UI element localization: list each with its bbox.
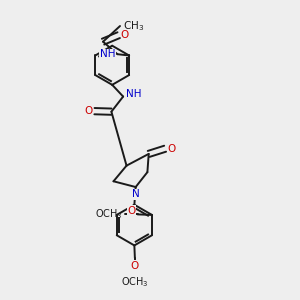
Text: O: O — [168, 144, 176, 154]
Text: OCH$_3$: OCH$_3$ — [121, 275, 149, 289]
Text: OCH$_3$: OCH$_3$ — [95, 208, 122, 221]
Text: N: N — [132, 189, 140, 199]
Text: NH: NH — [126, 89, 141, 99]
Text: O: O — [127, 206, 136, 216]
Text: O: O — [131, 260, 139, 271]
Text: CH$_3$: CH$_3$ — [123, 19, 144, 33]
Text: NH: NH — [100, 49, 115, 59]
Text: O: O — [84, 106, 92, 116]
Text: O: O — [121, 30, 129, 40]
